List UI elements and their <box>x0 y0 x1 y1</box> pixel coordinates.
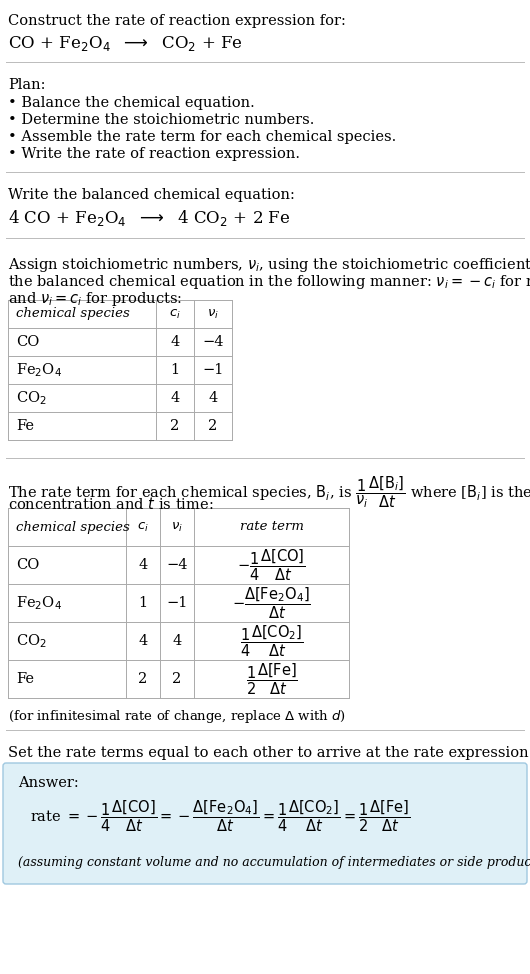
Text: Plan:: Plan: <box>8 78 46 92</box>
Text: (for infinitesimal rate of change, replace $\Delta$ with $d$): (for infinitesimal rate of change, repla… <box>8 708 346 725</box>
Text: Fe$_2$O$_4$: Fe$_2$O$_4$ <box>16 594 62 612</box>
Text: chemical species: chemical species <box>16 520 130 534</box>
Text: The rate term for each chemical species, $\mathrm{B}_i$, is $\dfrac{1}{\nu_i}\df: The rate term for each chemical species,… <box>8 474 530 509</box>
Text: Fe: Fe <box>16 419 34 433</box>
Text: 4: 4 <box>208 391 218 405</box>
Text: Fe$_2$O$_4$: Fe$_2$O$_4$ <box>16 361 62 379</box>
Text: Write the balanced chemical equation:: Write the balanced chemical equation: <box>8 188 295 202</box>
Text: 2: 2 <box>138 672 148 686</box>
Text: Fe: Fe <box>16 672 34 686</box>
Text: • Balance the chemical equation.: • Balance the chemical equation. <box>8 96 255 110</box>
Text: −4: −4 <box>166 558 188 572</box>
Text: concentration and $t$ is time:: concentration and $t$ is time: <box>8 496 214 512</box>
Text: Assign stoichiometric numbers, $\nu_i$, using the stoichiometric coefficients, $: Assign stoichiometric numbers, $\nu_i$, … <box>8 256 530 274</box>
Text: $\dfrac{1}{4}\dfrac{\Delta[\mathrm{CO}_2]}{\Delta t}$: $\dfrac{1}{4}\dfrac{\Delta[\mathrm{CO}_2… <box>240 623 303 658</box>
Text: (assuming constant volume and no accumulation of intermediates or side products): (assuming constant volume and no accumul… <box>18 856 530 869</box>
Text: $c_i$: $c_i$ <box>137 520 149 534</box>
Text: 4: 4 <box>172 634 182 648</box>
Text: 2: 2 <box>208 419 218 433</box>
Text: $-\dfrac{\Delta[\mathrm{Fe}_2\mathrm{O}_4]}{\Delta t}$: $-\dfrac{\Delta[\mathrm{Fe}_2\mathrm{O}_… <box>232 585 311 620</box>
Text: Set the rate terms equal to each other to arrive at the rate expression:: Set the rate terms equal to each other t… <box>8 746 530 760</box>
Text: 2: 2 <box>172 672 182 686</box>
Text: 4: 4 <box>170 335 180 349</box>
Text: CO: CO <box>16 558 39 572</box>
Text: Construct the rate of reaction expression for:: Construct the rate of reaction expressio… <box>8 14 346 28</box>
Text: −1: −1 <box>202 363 224 377</box>
Text: 4: 4 <box>170 391 180 405</box>
Text: and $\nu_i = c_i$ for products:: and $\nu_i = c_i$ for products: <box>8 290 182 308</box>
Text: $-\dfrac{1}{4}\dfrac{\Delta[\mathrm{CO}]}{\Delta t}$: $-\dfrac{1}{4}\dfrac{\Delta[\mathrm{CO}]… <box>237 547 306 582</box>
Text: CO$_2$: CO$_2$ <box>16 632 47 650</box>
Text: • Write the rate of reaction expression.: • Write the rate of reaction expression. <box>8 147 300 161</box>
Text: $\dfrac{1}{2}\dfrac{\Delta[\mathrm{Fe}]}{\Delta t}$: $\dfrac{1}{2}\dfrac{\Delta[\mathrm{Fe}]}… <box>245 661 297 696</box>
Text: −4: −4 <box>202 335 224 349</box>
Text: the balanced chemical equation in the following manner: $\nu_i = -c_i$ for react: the balanced chemical equation in the fo… <box>8 273 530 291</box>
Text: Answer:: Answer: <box>18 776 79 790</box>
Text: 4 CO + Fe$_2$O$_4$  $\longrightarrow$  4 CO$_2$ + 2 Fe: 4 CO + Fe$_2$O$_4$ $\longrightarrow$ 4 C… <box>8 208 290 228</box>
Text: 1: 1 <box>138 596 147 610</box>
Text: rate $= -\dfrac{1}{4}\dfrac{\Delta[\mathrm{CO}]}{\Delta t} = -\dfrac{\Delta[\mat: rate $= -\dfrac{1}{4}\dfrac{\Delta[\math… <box>30 799 410 834</box>
Text: 1: 1 <box>171 363 180 377</box>
Text: 2: 2 <box>170 419 180 433</box>
Text: CO: CO <box>16 335 39 349</box>
Text: chemical species: chemical species <box>16 308 130 320</box>
Text: rate term: rate term <box>240 520 304 534</box>
Text: CO + Fe$_2$O$_4$  $\longrightarrow$  CO$_2$ + Fe: CO + Fe$_2$O$_4$ $\longrightarrow$ CO$_2… <box>8 34 243 53</box>
Text: $\nu_i$: $\nu_i$ <box>171 520 183 534</box>
FancyBboxPatch shape <box>3 763 527 884</box>
Text: −1: −1 <box>166 596 188 610</box>
Text: CO$_2$: CO$_2$ <box>16 390 47 407</box>
Text: • Determine the stoichiometric numbers.: • Determine the stoichiometric numbers. <box>8 113 314 127</box>
Text: $\nu_i$: $\nu_i$ <box>207 308 219 320</box>
Text: 4: 4 <box>138 558 148 572</box>
Text: 4: 4 <box>138 634 148 648</box>
Text: • Assemble the rate term for each chemical species.: • Assemble the rate term for each chemic… <box>8 130 396 144</box>
Text: $c_i$: $c_i$ <box>169 308 181 320</box>
